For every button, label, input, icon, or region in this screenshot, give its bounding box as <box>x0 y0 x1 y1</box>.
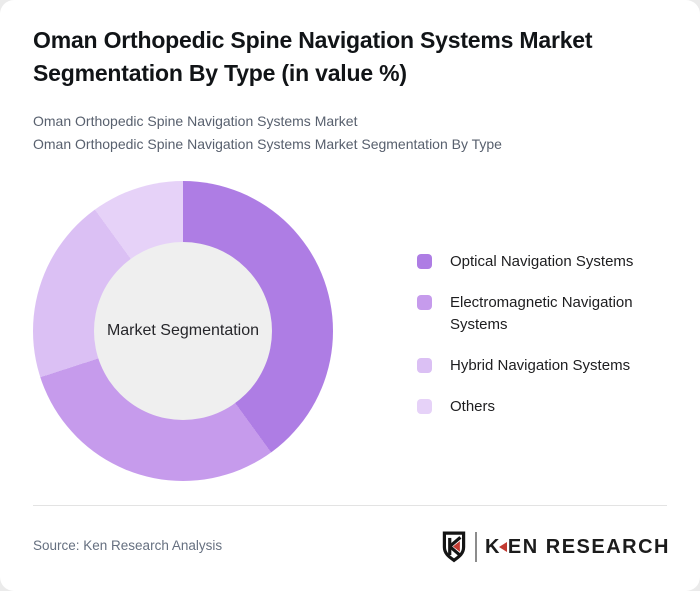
ken-research-logo: K EN RESEARCH <box>441 528 670 566</box>
wordmark-rest: EN RESEARCH <box>507 535 670 558</box>
subtitle-line-2: Oman Orthopedic Spine Navigation Systems… <box>33 136 502 152</box>
subtitle-block: Oman Orthopedic Spine Navigation Systems… <box>33 110 502 156</box>
ken-research-wordmark: K EN RESEARCH <box>485 536 670 559</box>
legend-item-hybrid: Hybrid Navigation Systems <box>417 355 657 377</box>
ken-research-shield-icon <box>442 531 466 563</box>
legend-swatch-electromagnetic <box>417 295 432 310</box>
legend-item-optical: Optical Navigation Systems <box>417 251 657 273</box>
legend-swatch-hybrid <box>417 358 432 373</box>
legend-item-electromagnetic: Electromagnetic Navigation Systems <box>417 292 657 336</box>
donut-chart: Market Segmentation <box>33 181 333 481</box>
donut-hole: Market Segmentation <box>94 242 272 420</box>
logo-divider-bar <box>474 532 477 562</box>
legend-swatch-others <box>417 399 432 414</box>
red-triangle-icon <box>498 542 507 552</box>
source-note: Source: Ken Research Analysis <box>33 538 223 553</box>
chart-legend: Optical Navigation Systems Electromagnet… <box>417 251 657 418</box>
page-title: Oman Orthopedic Spine Navigation Systems… <box>33 27 593 86</box>
legend-label: Electromagnetic Navigation Systems <box>450 294 633 333</box>
footer-divider <box>33 505 667 506</box>
legend-label: Hybrid Navigation Systems <box>450 357 631 374</box>
legend-item-others: Others <box>417 396 657 418</box>
donut-center-label: Market Segmentation <box>106 322 260 339</box>
legend-label: Optical Navigation Systems <box>450 253 634 270</box>
legend-swatch-optical <box>417 254 432 269</box>
subtitle-line-1: Oman Orthopedic Spine Navigation Systems… <box>33 113 358 129</box>
wordmark-initial: K <box>484 535 501 558</box>
legend-label: Others <box>450 398 496 415</box>
